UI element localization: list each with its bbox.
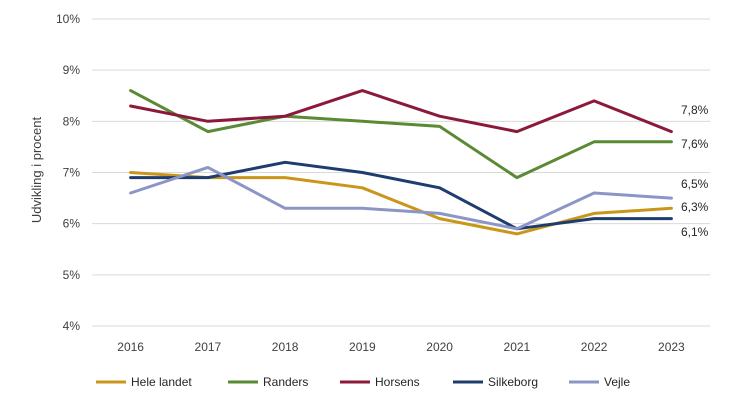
series-line-hele-landet xyxy=(129,171,673,236)
y-tick-label: 4% xyxy=(63,319,81,333)
series-lines xyxy=(129,89,673,236)
series-line-randers xyxy=(129,89,673,180)
series-line-horsens xyxy=(129,89,673,134)
x-tick-label: 2023 xyxy=(658,340,685,354)
x-tick-label: 2017 xyxy=(195,340,222,354)
legend-label: Silkeborg xyxy=(488,375,538,389)
y-tick-label: 10% xyxy=(56,12,80,26)
end-label-silkeborg: 6,1% xyxy=(681,225,709,239)
series-line-vejle xyxy=(129,165,673,231)
legend-label: Vejle xyxy=(604,375,630,389)
legend-label: Hele landet xyxy=(131,375,192,389)
x-tick-label: 2021 xyxy=(504,340,531,354)
end-labels: 6,3% 7,6% 7,8% 6,1% 6,5% xyxy=(681,103,709,239)
x-tick-label: 2020 xyxy=(426,340,453,354)
gridlines xyxy=(92,18,710,327)
legend-label: Horsens xyxy=(375,375,420,389)
x-tick-label: 2018 xyxy=(272,340,299,354)
x-axis-ticks: 2016 2017 2018 2019 2020 2021 2022 2023 xyxy=(117,340,685,354)
end-label-hele-landet: 6,3% xyxy=(681,200,709,214)
y-tick-label: 7% xyxy=(63,166,81,180)
y-tick-label: 9% xyxy=(63,63,81,77)
x-tick-label: 2016 xyxy=(117,340,144,354)
x-tick-label: 2019 xyxy=(349,340,376,354)
y-axis-title: Udvikling i procent xyxy=(29,117,44,224)
end-label-randers: 7,6% xyxy=(681,137,709,151)
y-tick-label: 6% xyxy=(63,217,81,231)
legend-label: Randers xyxy=(263,375,308,389)
y-tick-label: 8% xyxy=(63,114,81,128)
x-tick-label: 2022 xyxy=(581,340,608,354)
legend: Hele landet Randers Horsens Silkeborg Vejle xyxy=(96,375,630,389)
end-label-vejle: 6,5% xyxy=(681,177,709,191)
y-tick-label: 5% xyxy=(63,268,81,282)
end-label-horsens: 7,8% xyxy=(681,103,709,117)
y-axis-ticks: 4% 5% 6% 7% 8% 9% 10% xyxy=(56,12,80,333)
